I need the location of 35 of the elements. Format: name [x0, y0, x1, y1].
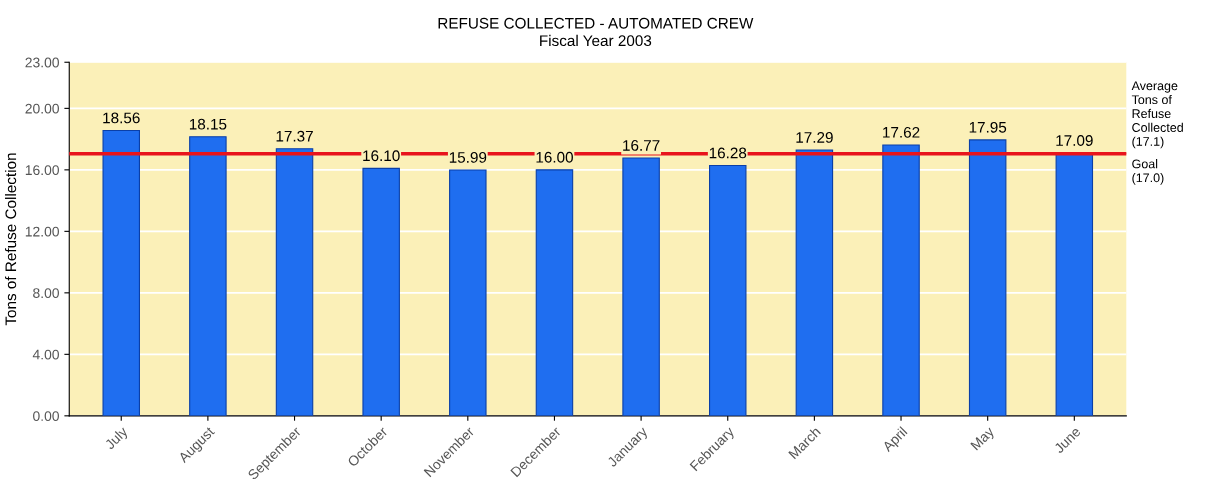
data-label: 17.09 — [1056, 135, 1093, 146]
y-tick-label: 4.00 — [32, 349, 59, 360]
ref-line-label: Goal (17.0) — [1132, 159, 1164, 185]
bar — [795, 149, 834, 416]
data-label: 17.95 — [969, 121, 1007, 133]
bar — [535, 169, 574, 416]
data-label: 18.15 — [189, 118, 227, 130]
data-label: 16.10 — [363, 150, 400, 162]
bar — [189, 136, 227, 416]
data-label: 16.28 — [709, 147, 747, 159]
data-label: 17.62 — [883, 126, 920, 138]
x-tick-label: May — [970, 425, 997, 453]
data-label: 16.77 — [623, 140, 660, 151]
chart-title: REFUSE COLLECTED - AUTOMATED CREW — [438, 17, 754, 29]
bar — [362, 167, 400, 416]
y-axis-title: Tons of Refuse Collection — [4, 153, 17, 326]
y-tick-label: 23.00 — [25, 57, 59, 68]
bar — [882, 144, 920, 416]
data-label: 17.29 — [796, 132, 833, 143]
bar — [708, 165, 747, 416]
data-label: 17.37 — [276, 130, 313, 142]
ref-line-label: Average Tons of Refuse Collected (17.1) — [1131, 81, 1183, 149]
y-tick-label: 8.00 — [33, 288, 59, 299]
bar — [968, 139, 1007, 416]
y-tick-label: 16.00 — [25, 165, 59, 176]
data-label: 16.00 — [536, 151, 573, 163]
bar — [449, 169, 487, 416]
y-tick-label: 0.00 — [33, 411, 59, 421]
y-tick-label: 20.00 — [25, 103, 59, 114]
data-label: 18.56 — [103, 112, 140, 124]
data-label: 15.99 — [449, 152, 487, 163]
chart-subtitle: Fiscal Year 2003 — [540, 34, 652, 47]
x-tick-label: July — [103, 425, 131, 453]
y-tick-label: 12.00 — [25, 226, 59, 237]
bar — [275, 148, 314, 416]
